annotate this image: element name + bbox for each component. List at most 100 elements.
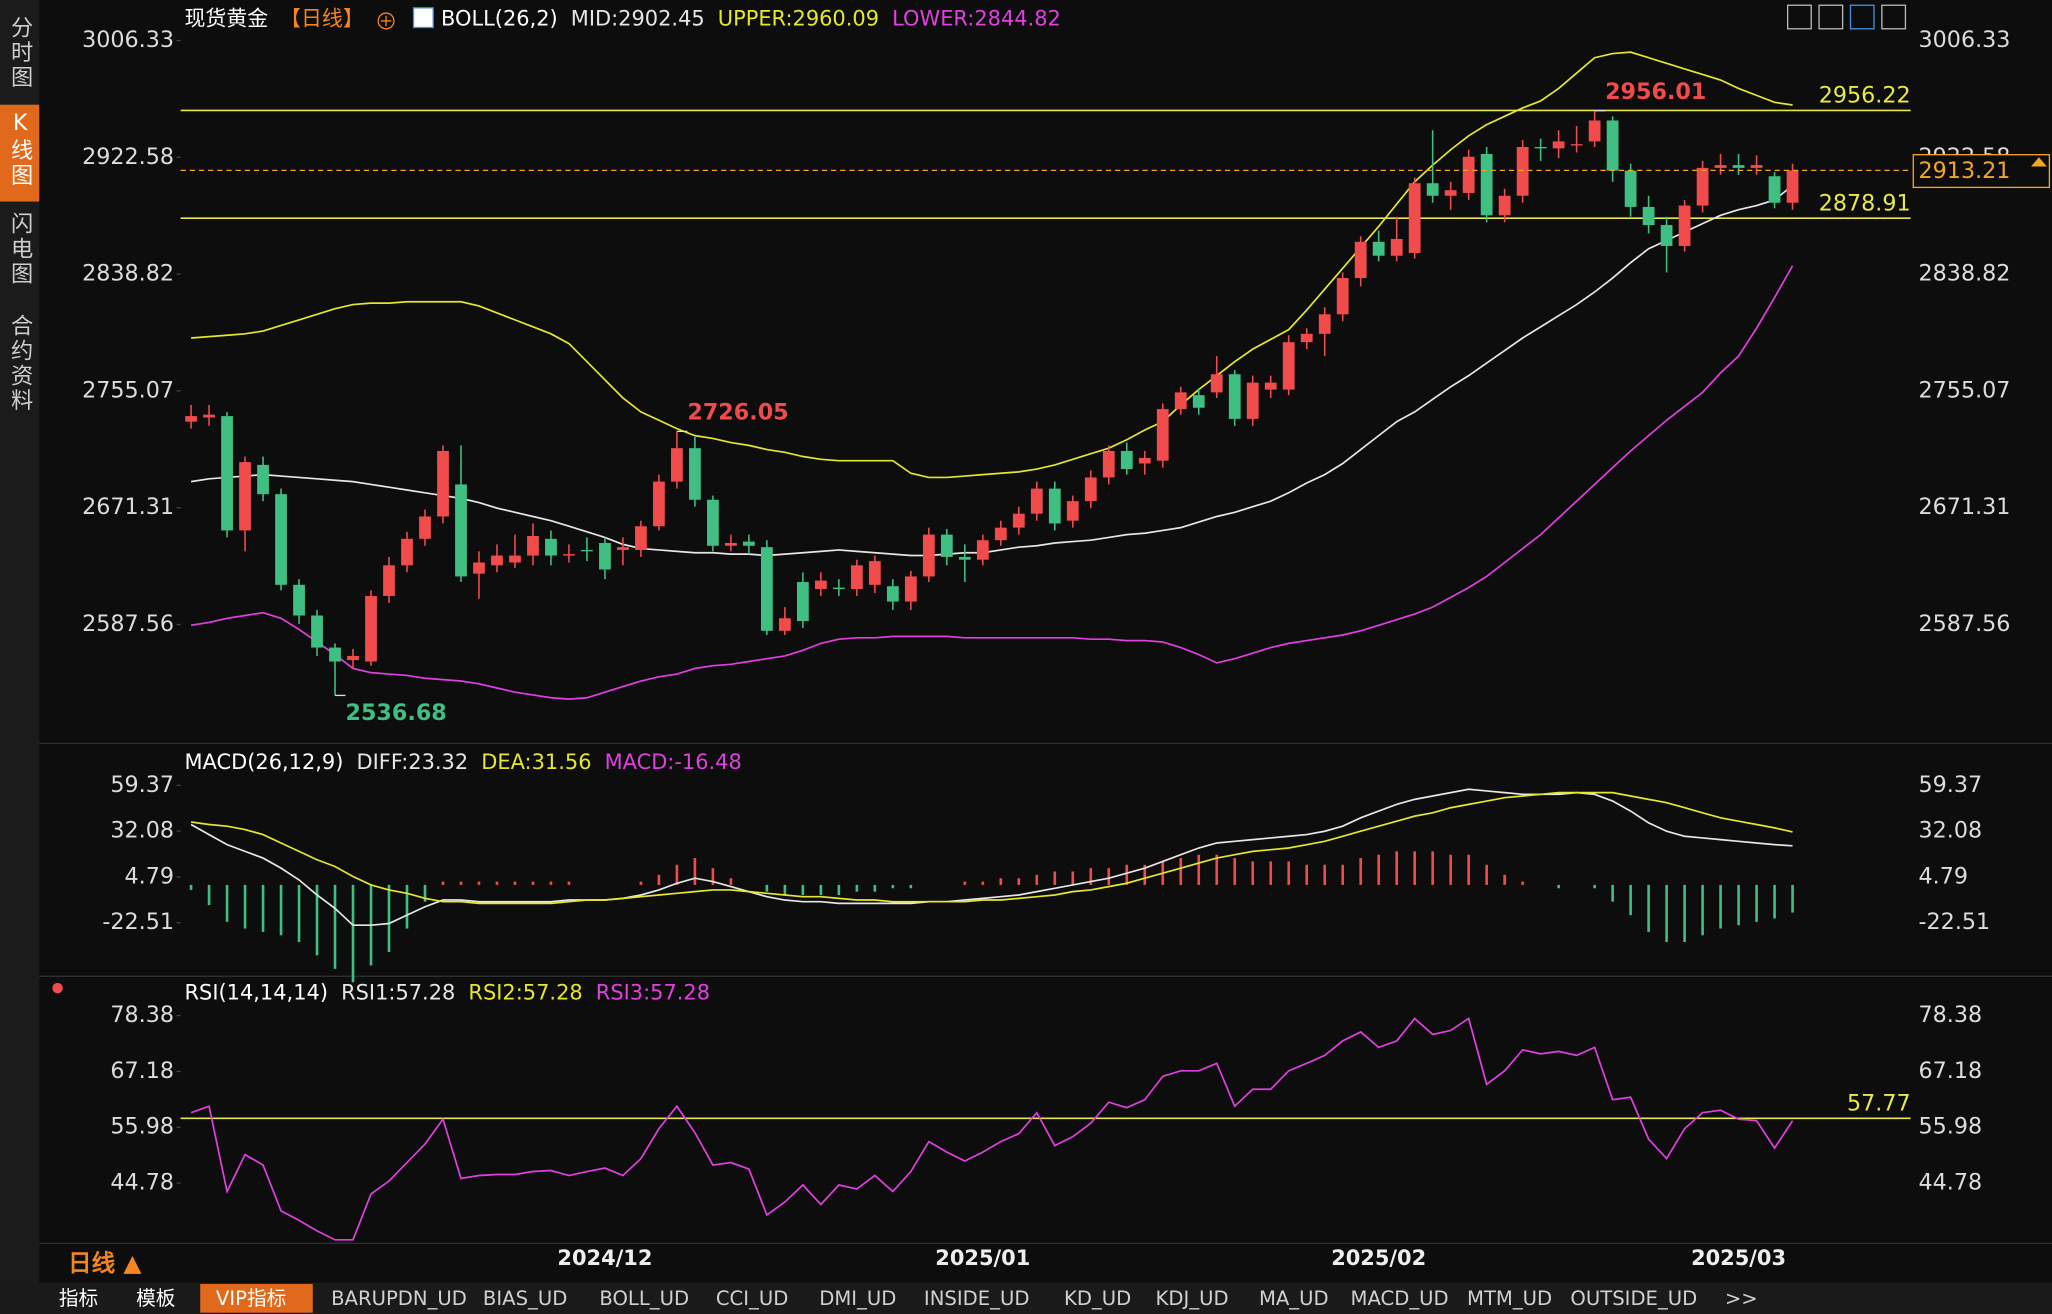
y-tick-label: 3006.33 [1919,27,2011,53]
candle-body [1444,190,1457,196]
indicator-icon[interactable] [412,7,434,29]
candle-body [707,499,719,546]
candle-body [275,494,287,585]
y-tick-label: 4.79 [125,863,175,889]
side-tab[interactable]: 闪电图 [7,212,33,287]
candle-body [1768,176,1781,203]
y-tick-label: 59.37 [1919,772,1983,798]
candle-body [185,416,197,422]
candle-body [1426,183,1439,196]
candle-body [958,556,971,560]
bottom-tab[interactable]: KD_UD [1064,1287,1131,1310]
bottom-tab[interactable]: DMI_UD [819,1287,896,1310]
candle-body [1696,167,1709,206]
y-tick-label: 67.18 [110,1058,174,1084]
tool-icon[interactable] [1849,4,1875,30]
candle-body [1588,120,1601,142]
extreme-label: 2956.01 [1605,79,1706,105]
candle-body [635,526,647,550]
legend-name: DEA: [481,750,531,774]
candle-body [1372,241,1385,256]
legend-name: RSI3: [596,980,650,1004]
tool-icon[interactable] [1881,4,1907,30]
bottom-tab[interactable]: BOLL_UD [599,1287,689,1310]
candle-body [1642,206,1655,226]
candle-body [1300,333,1313,343]
last-price-arrow [2031,157,2047,167]
bottom-tab[interactable]: BIAS_UD [483,1287,567,1310]
side-tab[interactable]: 合约资料 [7,314,33,414]
period-selector[interactable]: 日线 ▲ [68,1249,142,1277]
tool-icon[interactable] [1818,4,1844,30]
candle-body [994,527,1007,541]
candle-body [1750,165,1763,168]
indicator-name: BOLL(26,2) [441,7,558,31]
bottom-tab[interactable]: MACD_UD [1351,1287,1449,1310]
candle-body [419,516,431,539]
bottom-tab[interactable]: MTM_UD [1467,1287,1552,1310]
candle-body [1786,170,1799,203]
settings-icon[interactable] [52,982,63,994]
y-tick-label: 67.18 [1919,1058,1983,1084]
candle-body [293,584,305,616]
bottom-tab[interactable]: KDJ_UD [1156,1287,1229,1310]
legend-name: UPPER: [718,7,793,31]
candle-body [1318,314,1331,334]
indicator-legend: RSI(14,14,14) RSI1:57.28 RSI2:57.28 RSI3:57… [185,980,711,1004]
bottom-tab[interactable]: VIP指标 [216,1287,286,1310]
y-tick-label: 2755.07 [1919,377,2011,403]
y-tick-label: 2838.82 [1919,261,2011,287]
bottom-tab[interactable]: BARUPDN_UD [331,1287,467,1310]
bottom-tab[interactable]: CCI_UD [716,1287,788,1310]
indicator-name: RSI(14,14,14) [185,980,328,1004]
legend-value: 57.28 [395,980,455,1004]
legend-name: LOWER: [892,7,974,31]
side-tab[interactable]: K线图 [7,110,33,188]
candle-body [437,450,449,517]
candle-body [1048,488,1061,524]
candle-body [1264,382,1277,390]
candle-body [1534,146,1547,149]
candle-body [221,416,233,531]
legend-value: 2902.45 [618,7,705,31]
legend-value: 2844.82 [974,7,1061,31]
candle-body [365,595,377,662]
candle-body [1174,392,1187,410]
candle-body [383,565,395,596]
candle-body [689,448,701,500]
bottom-tab[interactable]: MA_UD [1259,1287,1329,1310]
bottom-tab[interactable]: 模板 [136,1287,175,1310]
bottom-tab[interactable]: 指标 [59,1287,98,1310]
candle-body [455,484,467,577]
y-tick-label: -22.51 [102,909,174,935]
candle-body [1714,165,1727,168]
candle-body [1480,153,1493,216]
candle-body [563,554,575,556]
bottom-tab[interactable]: OUTSIDE_UD [1570,1287,1697,1310]
bottom-tab[interactable]: >> [1725,1287,1758,1310]
candle-body [1138,457,1151,464]
candle-body [850,565,863,589]
tool-icon[interactable] [1786,4,1812,30]
legend-name: RSI1: [341,980,395,1004]
chart-title: 现货黄金 [185,7,269,31]
reference-label: 2878.91 [1819,190,1911,216]
candle-body [1120,450,1133,470]
candle-body [832,587,845,589]
candle-body [886,586,899,602]
candle-body [796,582,809,622]
toolbar-icons [1786,4,1907,30]
candle-body [1282,342,1295,390]
add-icon[interactable] [377,12,395,30]
tab-selected [0,104,40,202]
extreme-label: 2726.05 [687,400,788,426]
y-tick-label: 44.78 [1919,1170,1983,1196]
last-price-box [1912,154,2051,189]
candle-body [239,462,251,531]
y-tick-label: 59.37 [110,772,174,798]
bottom-tab[interactable]: INSIDE_UD [924,1287,1030,1310]
side-tab[interactable]: 分时图 [7,15,33,90]
legend-value: 57.28 [650,980,710,1004]
